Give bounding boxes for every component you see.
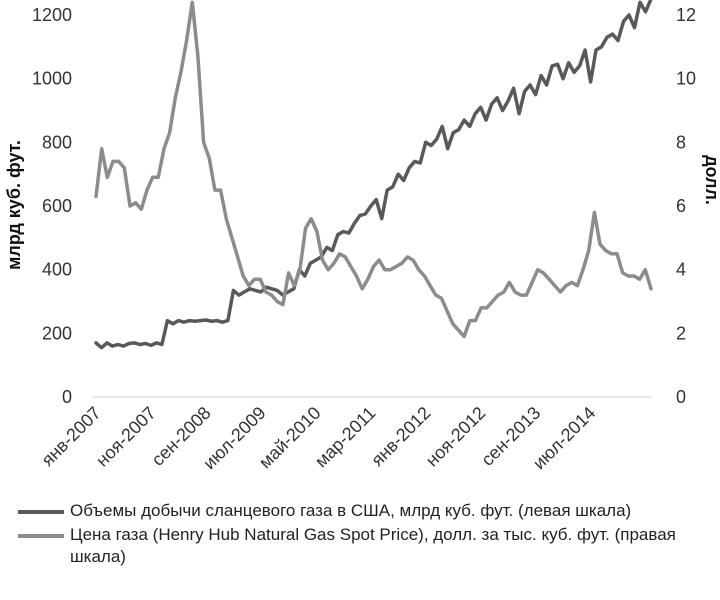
x-tick-label: ноя-2007	[92, 403, 160, 471]
series-layer	[94, 0, 653, 350]
legend: Объемы добычи сланцевого газа в США, млр…	[18, 500, 708, 570]
x-tick-label: мар-2011	[311, 403, 380, 472]
right-y-axis-ticks: 0 2 4 6 8 10 12	[676, 5, 696, 407]
x-tick-label: ноя-2012	[422, 403, 490, 471]
left-y-tick-label: 200	[42, 323, 72, 343]
x-axis-tick-labels: янв-2007ноя-2007сен-2008июл-2009май-2010…	[37, 403, 599, 474]
right-y-tick-label: 2	[676, 323, 686, 343]
left-y-tick-label: 1000	[32, 69, 72, 89]
legend-item-gas-price: Цена газа (Henry Hub Natural Gas Spot Pr…	[18, 524, 708, 568]
right-y-tick-label: 8	[676, 132, 686, 152]
right-y-tick-label: 12	[676, 5, 696, 25]
right-y-tick-label: 0	[676, 387, 686, 407]
right-y-tick-label: 10	[676, 69, 696, 89]
left-y-tick-label: 800	[42, 132, 72, 152]
left-y-tick-label: 400	[42, 260, 72, 280]
legend-label-gas-price: Цена газа (Henry Hub Natural Gas Spot Pr…	[70, 525, 676, 566]
right-y-tick-label: 6	[676, 196, 686, 216]
right-axis-title: долл.	[702, 155, 720, 205]
left-y-tick-label: 0	[62, 387, 72, 407]
left-axis-title: млрд куб. фут.	[4, 140, 24, 270]
right-y-tick-label: 4	[676, 260, 686, 280]
left-y-tick-label: 1200	[32, 5, 72, 25]
series-line-shale-volume	[94, 0, 653, 350]
legend-swatch-gas-price	[18, 534, 64, 538]
left-y-tick-label: 600	[42, 196, 72, 216]
left-y-axis-ticks: 0 200 400 600 800 1000 1200	[32, 5, 72, 407]
legend-swatch-shale-volume	[18, 510, 64, 514]
series-line-gas-price	[94, 0, 653, 339]
shale-gas-chart: 0 200 400 600 800 1000 1200 0 2 4 6 8 10 12 янв-2007…	[4, 0, 720, 474]
legend-label-shale-volume: Объемы добычи сланцевого газа в США, млр…	[70, 501, 632, 520]
legend-item-shale-volume: Объемы добычи сланцевого газа в США, млр…	[18, 500, 708, 522]
